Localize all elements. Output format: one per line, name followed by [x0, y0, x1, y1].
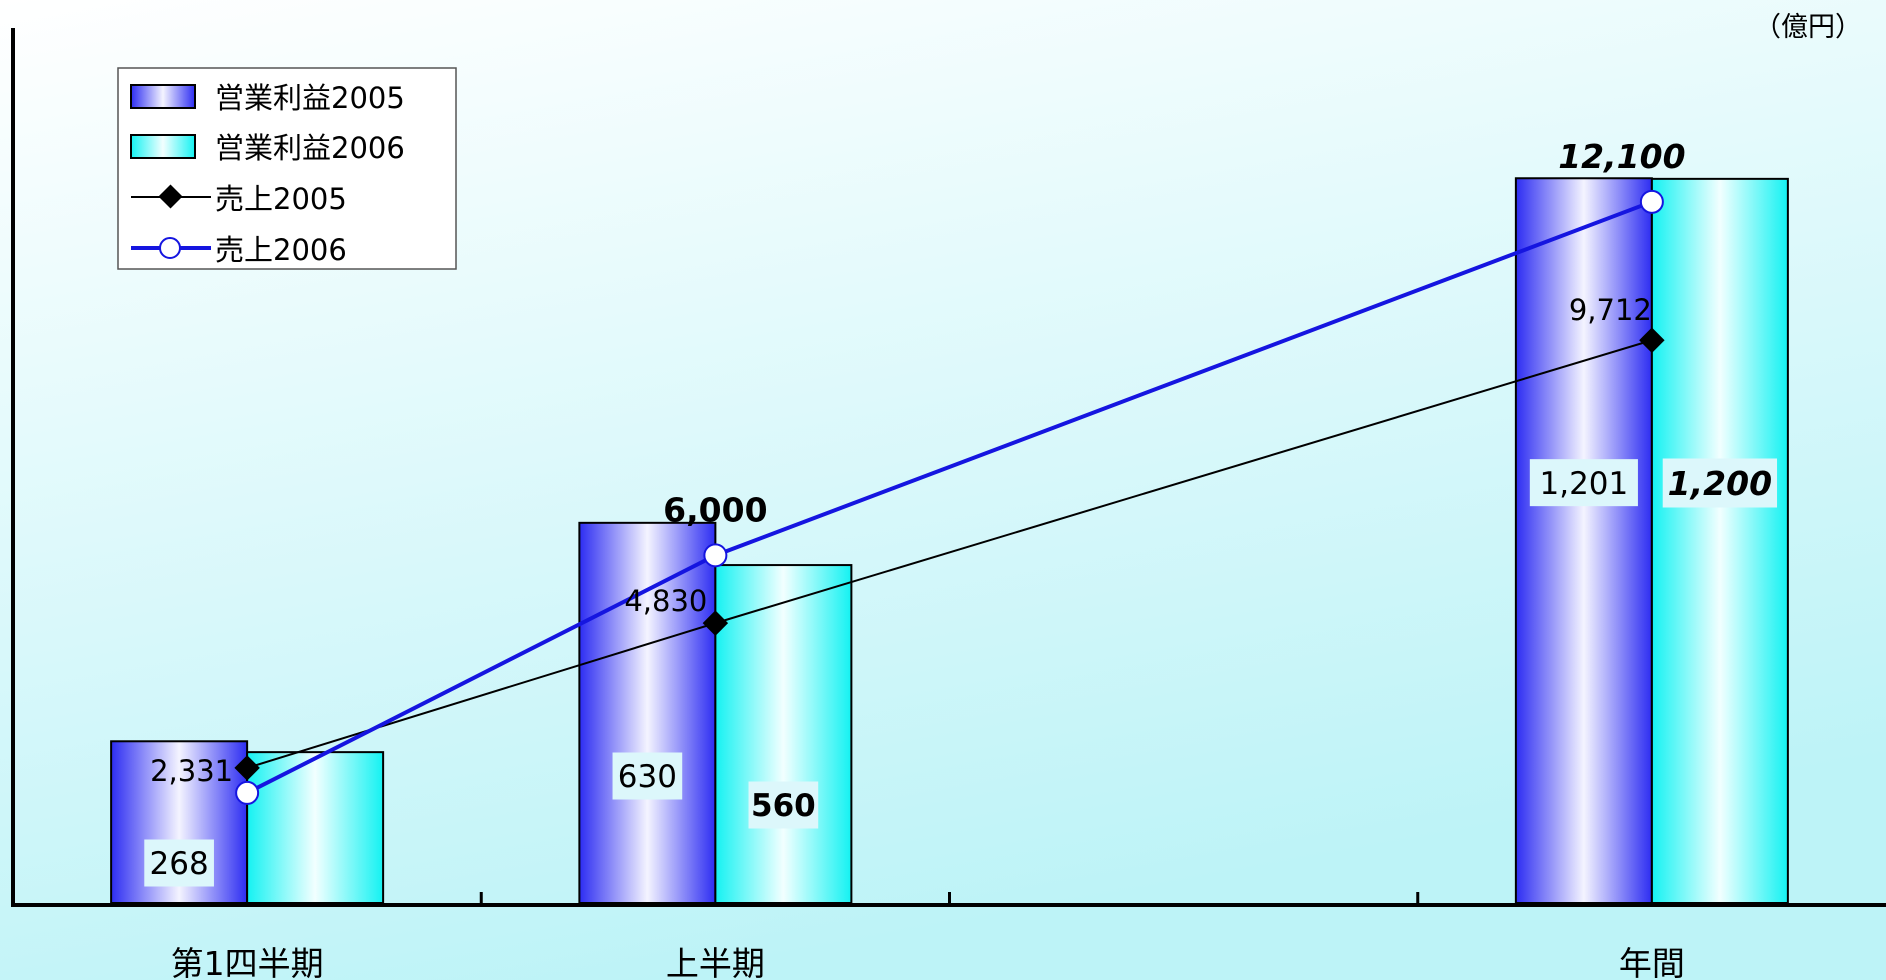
bar-data-label: 268 [144, 839, 214, 887]
line-data-label: 4,830 [624, 584, 707, 618]
unit-label: （億円） [1754, 12, 1862, 43]
x-tick-label: 年間 [1619, 944, 1685, 980]
legend-label-line2006: 売上2006 [215, 233, 347, 267]
circle-marker-icon [703, 543, 728, 568]
legend-label-bar2005: 営業利益2005 [215, 81, 405, 115]
legend-swatch-bar2006 [130, 134, 196, 159]
bar-2005 [1514, 177, 1653, 905]
legend-label-bar2006: 営業利益2006 [215, 131, 405, 165]
diamond-marker-icon [234, 755, 260, 781]
lines-layer [234, 189, 1665, 805]
bar-2005 [578, 521, 717, 904]
bar-data-label: 1,200 [1662, 458, 1778, 508]
data-labels-layer: 268 630 1,201 560 1,200 2,331 4,830 9,712 6,000 1… [144, 137, 1778, 887]
legend-label-line2005: 売上2005 [215, 182, 347, 216]
legend-item-bar2006: 営業利益2006 [130, 131, 405, 165]
data-label-text: 560 [751, 788, 816, 824]
line-data-label: 6,000 [663, 490, 767, 529]
line-data-label: 12,100 [1558, 137, 1685, 176]
circle-marker-icon [159, 237, 181, 259]
legend-item-line2006: 売上2006 [131, 233, 347, 267]
legend-item-line2005: 売上2005 [131, 182, 347, 216]
bar-2006 [246, 751, 385, 905]
line-data-label: 2,331 [150, 754, 233, 788]
circle-marker-icon [235, 780, 260, 805]
x-tick-label: 上半期 [666, 944, 765, 980]
legend: 営業利益2005 営業利益2006 売上2005 売上2006 [117, 67, 457, 270]
data-label-text: 1,201 [1540, 466, 1629, 502]
bar-data-label: 560 [748, 781, 819, 829]
diamond-marker-icon [158, 184, 183, 209]
bar-2006 [714, 564, 853, 904]
data-label-bg [612, 752, 683, 800]
data-label-text: 630 [618, 759, 677, 795]
bars-layer [110, 177, 1789, 905]
bar-data-label: 1,201 [1529, 459, 1638, 507]
x-tick-label: 第1四半期 [171, 944, 324, 980]
x-ticks [479, 892, 1420, 905]
legend-item-bar2005: 営業利益2005 [130, 81, 405, 115]
circle-marker-icon [1639, 189, 1664, 214]
data-label-text: 268 [150, 846, 209, 882]
data-label-bg [144, 839, 214, 887]
axes [11, 28, 1886, 907]
line-data-label: 9,712 [1569, 293, 1652, 327]
data-label-bg [748, 781, 819, 829]
x-tick-labels: 第1四半期 上半期 年間 [171, 944, 1685, 980]
legend-swatch-bar2005 [130, 84, 196, 109]
diamond-marker-icon [702, 610, 729, 636]
bar-data-label: 630 [612, 752, 683, 800]
data-label-bg [1662, 458, 1778, 508]
data-label-text: 1,200 [1668, 464, 1772, 503]
bar-2006 [1650, 177, 1789, 905]
data-label-bg [1529, 459, 1638, 507]
